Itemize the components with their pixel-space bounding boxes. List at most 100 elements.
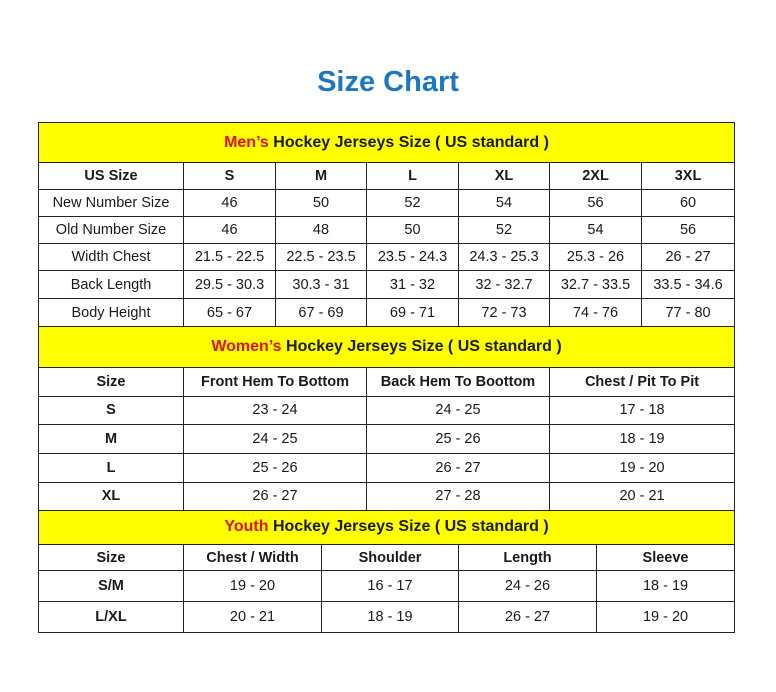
table-row: L/XL 20 - 21 18 - 19 26 - 27 19 - 20: [38, 601, 736, 633]
row-label: M: [38, 424, 184, 454]
column-header: XL: [458, 162, 550, 190]
column-header-row: Size Chest / Width Shoulder Length Sleeve: [38, 544, 736, 571]
table-cell: 25 - 26: [366, 424, 550, 454]
table-cell: 31 - 32: [366, 270, 459, 299]
table-cell: 46: [183, 216, 276, 244]
section-title: Hockey Jerseys Size ( US standard ): [281, 337, 562, 355]
table-cell: 65 - 67: [183, 298, 276, 327]
column-header-row: Size Front Hem To Bottom Back Hem To Boott…: [38, 367, 736, 397]
table-cell: 48: [275, 216, 367, 244]
table-cell: 54: [458, 189, 550, 217]
table-cell: 52: [458, 216, 550, 244]
table-cell: 19 - 20: [548, 453, 736, 483]
section-highlight: Women’s: [211, 337, 282, 355]
table-cell: 67 - 69: [275, 298, 367, 327]
column-header: Sleeve: [595, 544, 736, 571]
table-row: Back Length 29.5 - 30.3 30.3 - 31 31 - 32 32…: [38, 270, 736, 299]
table-cell: 32 - 32.7: [458, 270, 550, 299]
column-header: US Size: [38, 162, 184, 190]
table-cell: 24 - 26: [458, 570, 597, 602]
table-cell: 60: [640, 189, 736, 217]
table-cell: 18 - 19: [595, 570, 736, 602]
column-header: 2XL: [549, 162, 642, 190]
size-chart: Men’s Hockey Jerseys Size ( US standard …: [37, 122, 736, 633]
column-header: M: [275, 162, 367, 190]
table-cell: 20 - 21: [183, 601, 322, 633]
table-row: Body Height 65 - 67 67 - 69 69 - 71 72 - 73 7…: [38, 298, 736, 327]
table-cell: 50: [275, 189, 367, 217]
men-section-header: Men’s Hockey Jerseys Size ( US standard …: [37, 122, 736, 163]
table-cell: 18 - 19: [548, 424, 736, 454]
table-cell: 56: [549, 189, 642, 217]
row-label: S: [38, 396, 184, 425]
table-row: S/M 19 - 20 16 - 17 24 - 26 18 - 19: [38, 570, 736, 602]
section-title: Hockey Jerseys Size ( US standard ): [268, 518, 549, 536]
table-cell: 19 - 20: [595, 601, 736, 633]
column-header: 3XL: [640, 162, 736, 190]
table-cell: 19 - 20: [183, 570, 322, 602]
table-cell: 16 - 17: [321, 570, 459, 602]
table-cell: 24.3 - 25.3: [458, 243, 550, 271]
column-header: S: [183, 162, 276, 190]
table-cell: 26 - 27: [640, 243, 736, 271]
table-cell: 24 - 25: [366, 396, 550, 425]
section-highlight: Youth: [224, 518, 269, 536]
table-cell: 26 - 27: [366, 453, 550, 483]
table-cell: 24 - 25: [183, 424, 367, 454]
row-label: Body Height: [38, 298, 184, 327]
table-row: L 25 - 26 26 - 27 19 - 20: [38, 453, 736, 483]
table-cell: 26 - 27: [183, 482, 367, 511]
section-title: Hockey Jerseys Size ( US standard ): [268, 133, 549, 151]
table-cell: 46: [183, 189, 276, 217]
column-header: Size: [38, 544, 184, 571]
women-size-table: Women’s Hockey Jerseys Size ( US standar…: [37, 327, 736, 511]
column-header: Chest / Width: [183, 544, 322, 571]
table-cell: 77 - 80: [640, 298, 736, 327]
column-header: Chest / Pit To Pit: [548, 367, 736, 397]
men-size-table: Men’s Hockey Jerseys Size ( US standard …: [37, 122, 736, 327]
table-cell: 26 - 27: [458, 601, 597, 633]
row-label: L/XL: [38, 601, 184, 633]
section-highlight: Men’s: [224, 133, 269, 151]
table-cell: 74 - 76: [549, 298, 642, 327]
row-label: S/M: [38, 570, 184, 602]
table-cell: 23.5 - 24.3: [366, 243, 459, 271]
column-header: L: [366, 162, 459, 190]
table-cell: 33.5 - 34.6: [640, 270, 736, 299]
table-cell: 23 - 24: [183, 396, 367, 425]
table-cell: 56: [640, 216, 736, 244]
table-cell: 54: [549, 216, 642, 244]
table-cell: 22.5 - 23.5: [275, 243, 367, 271]
women-section-header: Women’s Hockey Jerseys Size ( US standar…: [37, 327, 736, 368]
table-cell: 25 - 26: [183, 453, 367, 483]
table-cell: 30.3 - 31: [275, 270, 367, 299]
row-label: Back Length: [38, 270, 184, 299]
column-header-row: US Size S M L XL 2XL 3XL: [38, 162, 736, 190]
row-label: XL: [38, 482, 184, 511]
table-cell: 27 - 28: [366, 482, 550, 511]
table-row: New Number Size 46 50 52 54 56 60: [38, 189, 736, 217]
youth-section-header: Youth Hockey Jerseys Size ( US standard …: [37, 510, 736, 545]
youth-size-table: Youth Hockey Jerseys Size ( US standard …: [37, 510, 736, 633]
table-cell: 29.5 - 30.3: [183, 270, 276, 299]
table-cell: 20 - 21: [548, 482, 736, 511]
table-cell: 17 - 18: [548, 396, 736, 425]
row-label: Old Number Size: [38, 216, 184, 244]
column-header: Back Hem To Boottom: [366, 367, 550, 397]
table-row: S 23 - 24 24 - 25 17 - 18: [38, 396, 736, 425]
table-cell: 50: [366, 216, 459, 244]
column-header: Length: [458, 544, 597, 571]
table-cell: 32.7 - 33.5: [549, 270, 642, 299]
table-row: Old Number Size 46 48 50 52 54 56: [38, 216, 736, 244]
table-cell: 25.3 - 26: [549, 243, 642, 271]
column-header: Shoulder: [321, 544, 459, 571]
column-header: Front Hem To Bottom: [183, 367, 367, 397]
row-label: Width Chest: [38, 243, 184, 271]
table-cell: 18 - 19: [321, 601, 459, 633]
table-cell: 52: [366, 189, 459, 217]
page-title: Size Chart: [317, 66, 459, 98]
table-cell: 72 - 73: [458, 298, 550, 327]
table-cell: 69 - 71: [366, 298, 459, 327]
table-row: M 24 - 25 25 - 26 18 - 19: [38, 424, 736, 454]
table-cell: 21.5 - 22.5: [183, 243, 276, 271]
